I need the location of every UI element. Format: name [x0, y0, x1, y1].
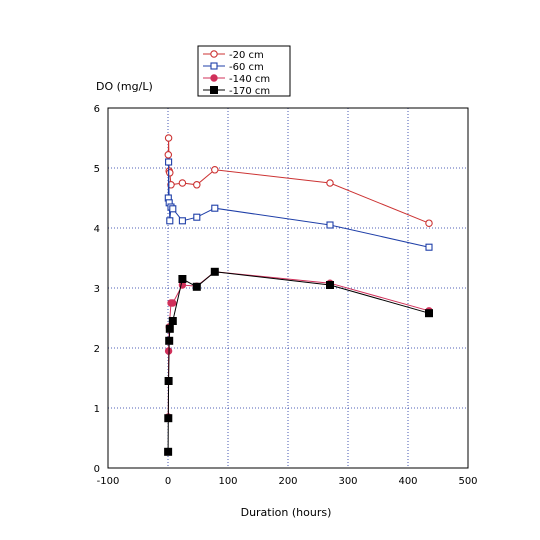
series-1 [164, 158, 433, 251]
x-tick-label: 100 [218, 476, 237, 487]
legend: -20 cm-60 cm-140 cm-170 cm [197, 45, 291, 97]
legend-label: -20 cm [229, 50, 264, 61]
legend-label: -140 cm [229, 74, 270, 85]
y-tick-label: 5 [94, 164, 100, 175]
data-point [211, 204, 219, 212]
series-line [167, 161, 430, 248]
x-tick-labels: -100 0 100 200 300 400 500 [97, 476, 478, 487]
legend-marker [210, 50, 218, 58]
legend-marker [210, 62, 218, 70]
data-point [164, 134, 173, 142]
legend-item: -20 cm [203, 50, 264, 61]
data-point [165, 158, 173, 166]
data-point [164, 414, 173, 423]
data-point [168, 317, 177, 325]
legend-label: -60 cm [229, 62, 264, 73]
legend-item: -140 cm [203, 74, 270, 85]
data-point [326, 221, 334, 229]
legend-label: -170 cm [229, 86, 270, 97]
data-point [210, 267, 219, 276]
y-tick-label: 6 [94, 104, 100, 115]
data-point [192, 282, 201, 291]
data-point [169, 299, 177, 307]
data-point [164, 151, 173, 159]
x-tick-label: -100 [97, 476, 120, 487]
data-point [178, 275, 187, 283]
legend-marker [210, 86, 218, 94]
data-point [165, 336, 174, 345]
data-point [193, 213, 201, 221]
series-line [167, 137, 430, 224]
data-point [211, 166, 219, 174]
legend-item: -60 cm [203, 62, 264, 73]
data-point [169, 205, 177, 213]
data-point [326, 281, 334, 289]
series-2 [164, 268, 433, 421]
data-point [164, 447, 173, 456]
data-point [326, 179, 334, 187]
series-3 [164, 267, 433, 456]
series-line [167, 271, 430, 418]
y-tick-labels: 0 1 2 3 4 5 6 [94, 104, 100, 475]
x-tick-label: 300 [338, 476, 357, 487]
data-point [178, 179, 187, 187]
data-point [193, 181, 201, 189]
data-point [425, 243, 433, 251]
legend-marker [210, 74, 218, 82]
plot-frame [107, 107, 469, 469]
data-point [425, 309, 433, 318]
data-point [178, 217, 186, 225]
x-axis-title: Duration (hours) [241, 506, 332, 519]
y-tick-label: 1 [94, 404, 100, 415]
data-point [164, 377, 173, 385]
y-axis-title: DO (mg/L) [96, 80, 153, 93]
x-tick-label: 500 [458, 476, 477, 487]
data-point [166, 169, 174, 177]
series-line [167, 271, 430, 452]
grid [108, 108, 468, 468]
data-point [425, 219, 433, 227]
series-layer [164, 134, 433, 456]
data-point [166, 217, 174, 225]
data-point [165, 324, 174, 333]
y-tick-label: 0 [94, 464, 100, 475]
x-tick-label: 400 [398, 476, 417, 487]
x-tick-label: 0 [165, 476, 171, 487]
y-tick-label: 4 [94, 224, 100, 235]
y-tick-label: 3 [94, 284, 100, 295]
y-tick-label: 2 [94, 344, 100, 355]
x-tick-label: 200 [278, 476, 297, 487]
legend-item: -170 cm [203, 86, 270, 97]
